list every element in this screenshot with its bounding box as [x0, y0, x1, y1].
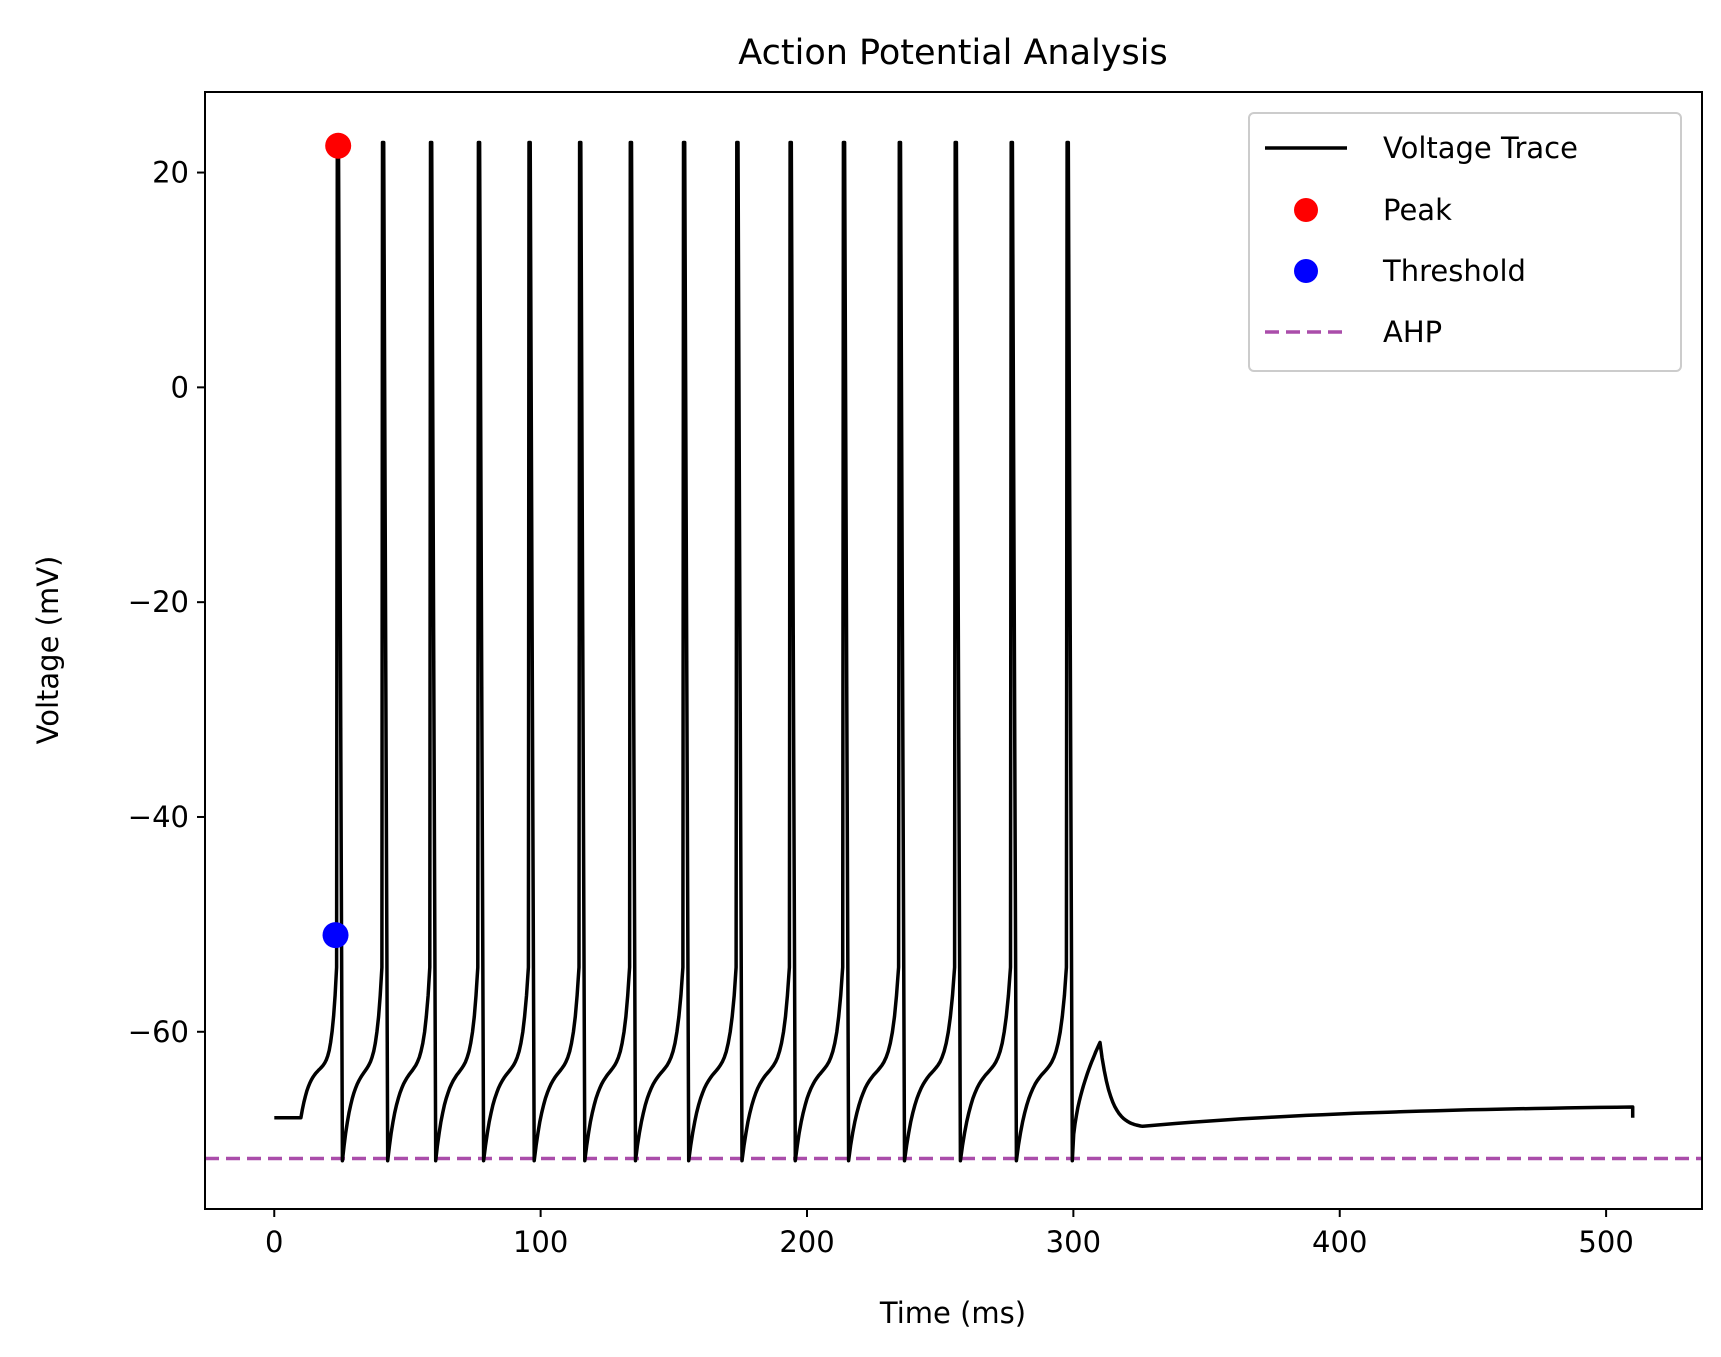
- threshold-marker: [322, 922, 349, 949]
- y-tick-label: −20: [128, 585, 189, 619]
- x-axis-ticks: 0 100 200 300 400 500: [265, 1209, 1634, 1259]
- y-tick-label: 20: [152, 156, 189, 190]
- plot-frame: [204, 91, 1703, 1210]
- voltage-trace-line: [274, 140, 1635, 1163]
- legend-swatch-peak: [1294, 198, 1318, 222]
- x-axis-title: Time (ms): [879, 1296, 1026, 1330]
- peak-marker: [325, 132, 352, 159]
- legend-swatch-threshold: [1294, 259, 1318, 283]
- x-tick-label: 0: [265, 1225, 283, 1259]
- x-tick-label: 100: [513, 1225, 568, 1259]
- y-tick-label: −60: [128, 1015, 189, 1049]
- legend-label: Peak: [1383, 193, 1452, 227]
- legend-label: AHP: [1383, 315, 1442, 349]
- plot-area: [205, 132, 1702, 1163]
- legend-label: Voltage Trace: [1383, 131, 1578, 165]
- y-tick-label: 0: [171, 370, 189, 404]
- legend: Voltage Trace Peak Threshold AHP: [1248, 112, 1682, 372]
- y-tick-label: −40: [128, 800, 189, 834]
- legend-label: Threshold: [1382, 254, 1526, 288]
- legend-box: [1248, 112, 1682, 372]
- y-axis-ticks: 20 0 −20 −40 −60: [128, 156, 205, 1049]
- chart-title: Action Potential Analysis: [738, 33, 1167, 73]
- x-tick-label: 400: [1312, 1225, 1367, 1259]
- y-axis-title: Voltage (mV): [31, 556, 65, 745]
- x-tick-label: 300: [1046, 1225, 1101, 1259]
- x-tick-label: 500: [1578, 1225, 1633, 1259]
- x-tick-label: 200: [779, 1225, 834, 1259]
